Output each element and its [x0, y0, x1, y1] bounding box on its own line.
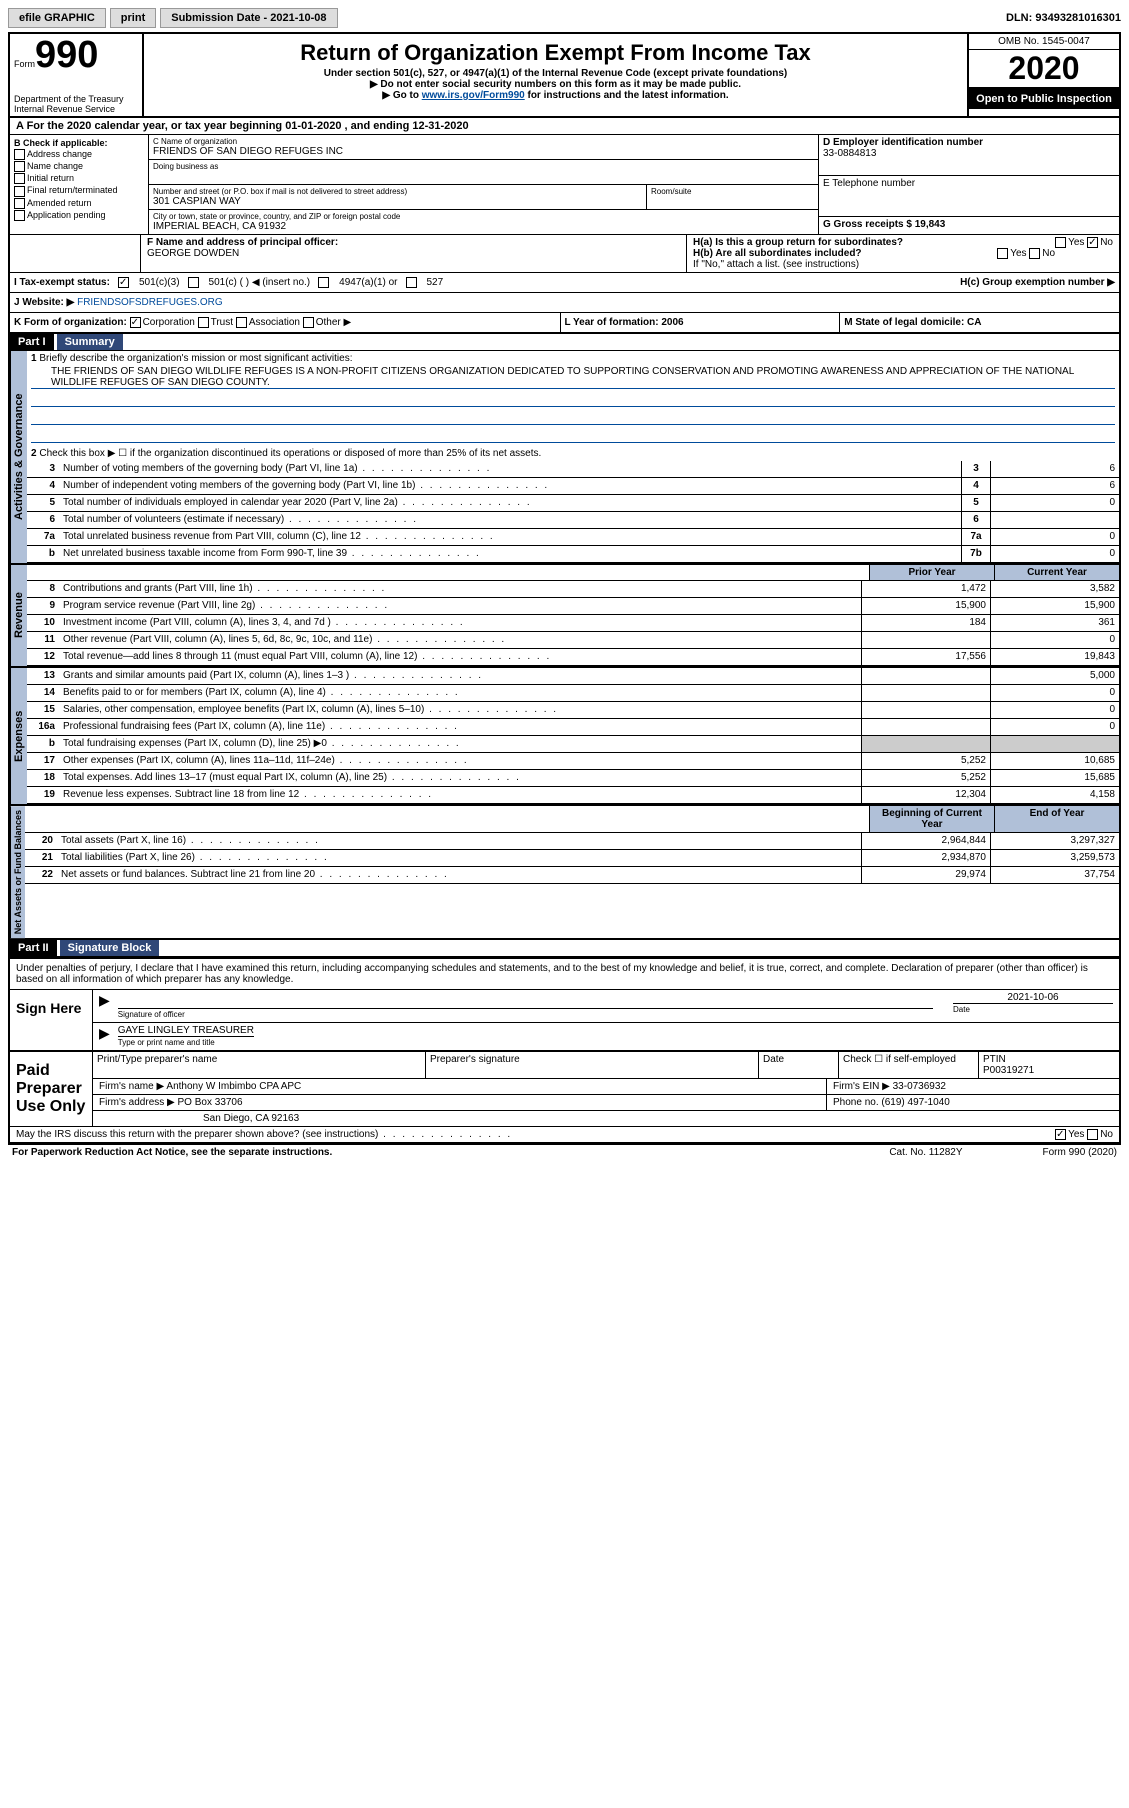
501c3-checkbox[interactable]: [118, 277, 129, 288]
summary-row: 8Contributions and grants (Part VIII, li…: [27, 581, 1119, 598]
summary-row: 19Revenue less expenses. Subtract line 1…: [27, 787, 1119, 804]
year-box: OMB No. 1545-0047 2020 Open to Public In…: [969, 34, 1119, 116]
form-990-container: Form990 Department of the Treasury Inter…: [8, 32, 1121, 959]
summary-row: 15Salaries, other compensation, employee…: [27, 702, 1119, 719]
officer-signature-name: GAYE LINGLEY TREASURER: [118, 1025, 254, 1037]
summary-row: 21Total liabilities (Part X, line 26)2,9…: [25, 850, 1119, 867]
firm-name: Anthony W Imbimbo CPA APC: [166, 1081, 301, 1092]
ein: 33-0884813: [823, 148, 876, 159]
summary-row: 9Program service revenue (Part VIII, lin…: [27, 598, 1119, 615]
summary-row: 14Benefits paid to or for members (Part …: [27, 685, 1119, 702]
summary-row: 17Other expenses (Part IX, column (A), l…: [27, 753, 1119, 770]
perjury-declaration: Under penalties of perjury, I declare th…: [10, 959, 1119, 990]
title-column: Return of Organization Exempt From Incom…: [144, 34, 969, 116]
part-1-header: Part I: [10, 334, 54, 350]
org-name: FRIENDS OF SAN DIEGO REFUGES INC: [153, 146, 343, 157]
tab-net-assets: Net Assets or Fund Balances: [10, 806, 25, 938]
inspection-label: Open to Public Inspection: [969, 89, 1119, 109]
omb-number: OMB No. 1545-0047: [969, 34, 1119, 50]
section-d-g: D Employer identification number33-08848…: [818, 135, 1119, 234]
summary-row: bNet unrelated business taxable income f…: [27, 546, 1119, 563]
tab-expenses: Expenses: [10, 668, 27, 804]
tab-revenue: Revenue: [10, 565, 27, 666]
header-bar: efile GRAPHIC print Submission Date - 20…: [8, 8, 1121, 28]
irs-link[interactable]: www.irs.gov/Form990: [422, 90, 525, 101]
section-c: C Name of organizationFRIENDS OF SAN DIE…: [149, 135, 818, 234]
tab-activities: Activities & Governance: [10, 351, 27, 563]
state-domicile: M State of legal domicile: CA: [844, 317, 981, 328]
form-id: Form990 Department of the Treasury Inter…: [10, 34, 144, 116]
subtitle-1: Under section 501(c), 527, or 4947(a)(1)…: [154, 68, 957, 79]
efile-label: efile GRAPHIC: [8, 8, 106, 28]
summary-row: 5Total number of individuals employed in…: [27, 495, 1119, 512]
summary-row: 7aTotal unrelated business revenue from …: [27, 529, 1119, 546]
signature-block: Under penalties of perjury, I declare th…: [8, 959, 1121, 1145]
summary-row: 18Total expenses. Add lines 13–17 (must …: [27, 770, 1119, 787]
website-link[interactable]: FRIENDSOFSDREFUGES.ORG: [77, 297, 223, 308]
footer: For Paperwork Reduction Act Notice, see …: [8, 1145, 1121, 1160]
ptin: P00319271: [983, 1065, 1034, 1076]
subtitle-2: ▶ Do not enter social security numbers o…: [154, 79, 957, 90]
gross-receipts: G Gross receipts $ 19,843: [823, 219, 945, 230]
summary-row: 11Other revenue (Part VIII, column (A), …: [27, 632, 1119, 649]
officer-name: GEORGE DOWDEN: [147, 248, 239, 259]
firm-phone: (619) 497-1040: [881, 1097, 949, 1108]
summary-row: 3Number of voting members of the governi…: [27, 461, 1119, 478]
part-2-header: Part II: [10, 940, 57, 956]
dept-label: Department of the Treasury Internal Reve…: [14, 94, 134, 114]
summary-row: 13Grants and similar amounts paid (Part …: [27, 668, 1119, 685]
summary-row: 20Total assets (Part X, line 16)2,964,84…: [25, 833, 1119, 850]
org-city: IMPERIAL BEACH, CA 91932: [153, 221, 286, 232]
section-b: B Check if applicable: Address change Na…: [10, 135, 149, 234]
summary-row: 22Net assets or fund balances. Subtract …: [25, 867, 1119, 884]
summary-row: 12Total revenue—add lines 8 through 11 (…: [27, 649, 1119, 666]
print-button[interactable]: print: [110, 8, 156, 28]
dln-label: DLN: 93493281016301: [1006, 12, 1121, 24]
year-formation: L Year of formation: 2006: [565, 317, 684, 328]
firm-ein: 33-0736932: [893, 1081, 946, 1092]
org-address: 301 CASPIAN WAY: [153, 196, 241, 207]
summary-row: 16aProfessional fundraising fees (Part I…: [27, 719, 1119, 736]
line-a: A For the 2020 calendar year, or tax yea…: [10, 118, 1119, 135]
form-title: Return of Organization Exempt From Incom…: [154, 40, 957, 66]
submission-date: Submission Date - 2021-10-08: [160, 8, 337, 28]
tax-year: 2020: [969, 50, 1119, 89]
summary-row: 10Investment income (Part VIII, column (…: [27, 615, 1119, 632]
summary-row: 4Number of independent voting members of…: [27, 478, 1119, 495]
summary-row: 6Total number of volunteers (estimate if…: [27, 512, 1119, 529]
summary-row: bTotal fundraising expenses (Part IX, co…: [27, 736, 1119, 753]
mission-text: THE FRIENDS OF SAN DIEGO WILDLIFE REFUGE…: [31, 366, 1115, 389]
